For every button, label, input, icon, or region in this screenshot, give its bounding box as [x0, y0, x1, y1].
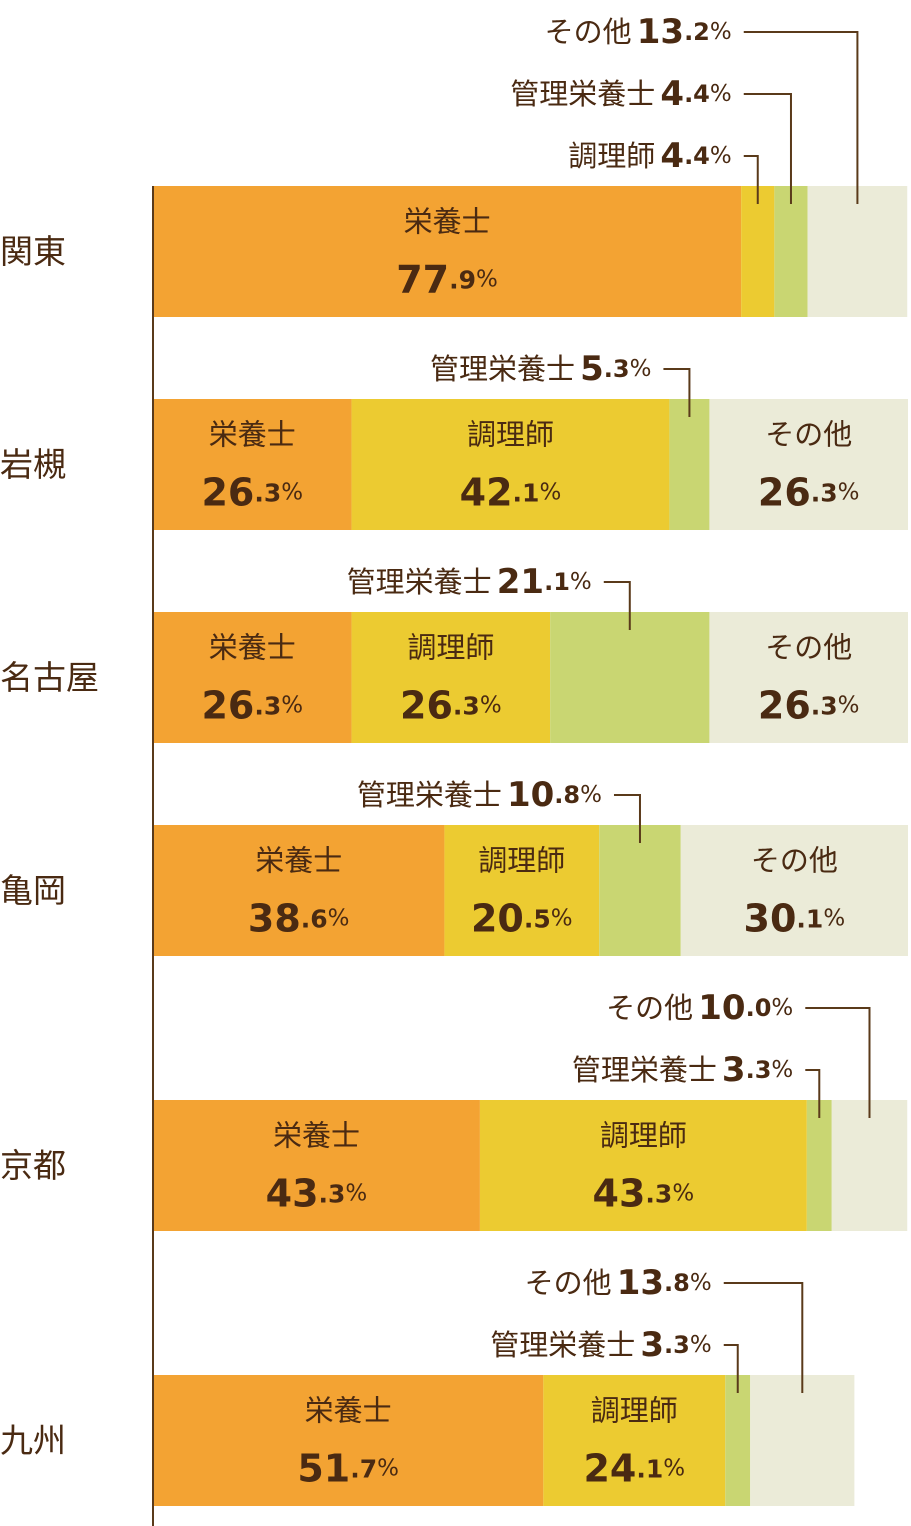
callout-line: [743, 31, 859, 204]
bar-segment: [725, 1375, 751, 1506]
bar-segment: [807, 186, 908, 317]
callout-label: 調理師 4.4%: [568, 136, 731, 176]
value-label: 26.3%: [758, 684, 860, 728]
value-label: 10.8%: [507, 775, 602, 815]
value-label: 26.3%: [201, 471, 303, 515]
segment-name: 栄養士: [209, 418, 296, 452]
bar-segment: [153, 186, 742, 317]
value-label: 13.8%: [617, 1263, 712, 1303]
bar-segment: [153, 825, 445, 956]
segment-name: 栄養士: [255, 844, 342, 878]
category-label: 京都: [0, 1146, 66, 1185]
value-label: 26.3%: [758, 471, 860, 515]
value-label: 3.3%: [640, 1325, 711, 1365]
value-label: 26.3%: [400, 684, 502, 728]
callout-line: [743, 93, 792, 204]
category-label: 岩槻: [0, 445, 66, 484]
segment-name: 調理師: [568, 139, 655, 173]
segment-name: その他: [525, 1266, 612, 1300]
callout-label: その他 13.2%: [545, 12, 732, 52]
value-label: 30.1%: [744, 897, 846, 941]
bar-segment: [599, 825, 681, 956]
segment-name: 調理師: [591, 1394, 678, 1428]
segment-name: 管理栄養士: [347, 565, 492, 599]
bar-segment: [709, 399, 908, 530]
bar-segment: [153, 1100, 480, 1231]
segment-name: その他: [765, 631, 852, 665]
bar-segment: [444, 825, 600, 956]
callout-label: 管理栄養士 3.3%: [490, 1325, 711, 1365]
bar-segment: [153, 1375, 544, 1506]
bar-segment: [669, 399, 710, 530]
value-label: 43.3%: [593, 1172, 695, 1216]
bar-segment: [774, 186, 808, 317]
value-label: 3.3%: [722, 1050, 793, 1090]
bar-segment: [806, 1100, 832, 1231]
value-label: 51.7%: [297, 1447, 399, 1491]
segment-name: 管理栄養士: [357, 778, 502, 812]
segment-name: 調理師: [467, 418, 554, 452]
segment-name: その他: [765, 418, 852, 452]
value-label: 77.9%: [396, 258, 498, 302]
segment-name: 管理栄養士: [490, 1328, 635, 1362]
bar-segment: [479, 1100, 807, 1231]
value-label: 5.3%: [580, 349, 651, 389]
segment-name: その他: [545, 15, 632, 49]
segment-name: 栄養士: [209, 631, 296, 665]
segment-name: 調理師: [600, 1119, 687, 1153]
callout-label: 管理栄養士 21.1%: [347, 562, 592, 602]
bar-segment: [831, 1100, 908, 1231]
value-label: 24.1%: [583, 1447, 685, 1491]
bar-segment: [153, 399, 352, 530]
segment-name: 調理師: [407, 631, 494, 665]
callout-line: [805, 1069, 821, 1118]
value-label: 4.4%: [660, 74, 731, 114]
segment-name: 調理師: [478, 844, 565, 878]
segment-name: 管理栄養士: [510, 77, 655, 111]
callout-line: [743, 155, 759, 204]
value-label: 13.2%: [637, 12, 732, 52]
value-label: 26.3%: [201, 684, 303, 728]
bar-segment: [741, 186, 775, 317]
bar-segment: [750, 1375, 855, 1506]
segment-name: 栄養士: [404, 205, 491, 239]
callout-label: 管理栄養士 3.3%: [572, 1050, 793, 1090]
callout-line: [613, 794, 641, 843]
value-label: 4.4%: [660, 136, 731, 176]
bar-segment: [351, 399, 670, 530]
callout-line: [723, 1282, 804, 1393]
segment-name: 栄養士: [305, 1394, 392, 1428]
segment-name: その他: [751, 844, 838, 878]
value-label: 42.1%: [460, 471, 562, 515]
category-label: 名古屋: [0, 658, 99, 697]
value-label: 10.0%: [698, 988, 793, 1028]
bar-segment: [543, 1375, 726, 1506]
segment-name: その他: [606, 991, 693, 1025]
value-label: 43.3%: [266, 1172, 368, 1216]
value-label: 21.1%: [497, 562, 592, 602]
callout-line: [805, 1007, 871, 1118]
callout-line: [663, 368, 691, 417]
bar-segment: [351, 612, 551, 743]
callout-line: [603, 581, 631, 630]
segment-name: 管理栄養士: [430, 352, 575, 386]
category-label: 関東: [0, 232, 66, 271]
callout-label: その他 10.0%: [606, 988, 793, 1028]
bar-segment: [550, 612, 710, 743]
category-label: 亀岡: [0, 871, 66, 910]
segment-name: 管理栄養士: [572, 1053, 717, 1087]
callout-label: 管理栄養士 4.4%: [510, 74, 731, 114]
bar-segment: [709, 612, 908, 743]
value-label: 38.6%: [248, 897, 350, 941]
bar-segment: [680, 825, 908, 956]
value-label: 20.5%: [471, 897, 573, 941]
callout-label: 管理栄養士 10.8%: [357, 775, 602, 815]
bar-segment: [153, 612, 352, 743]
callout-label: その他 13.8%: [525, 1263, 712, 1303]
callout-line: [723, 1344, 739, 1393]
category-label: 九州: [0, 1421, 66, 1460]
segment-name: 栄養士: [273, 1119, 360, 1153]
callout-label: 管理栄養士 5.3%: [430, 349, 651, 389]
